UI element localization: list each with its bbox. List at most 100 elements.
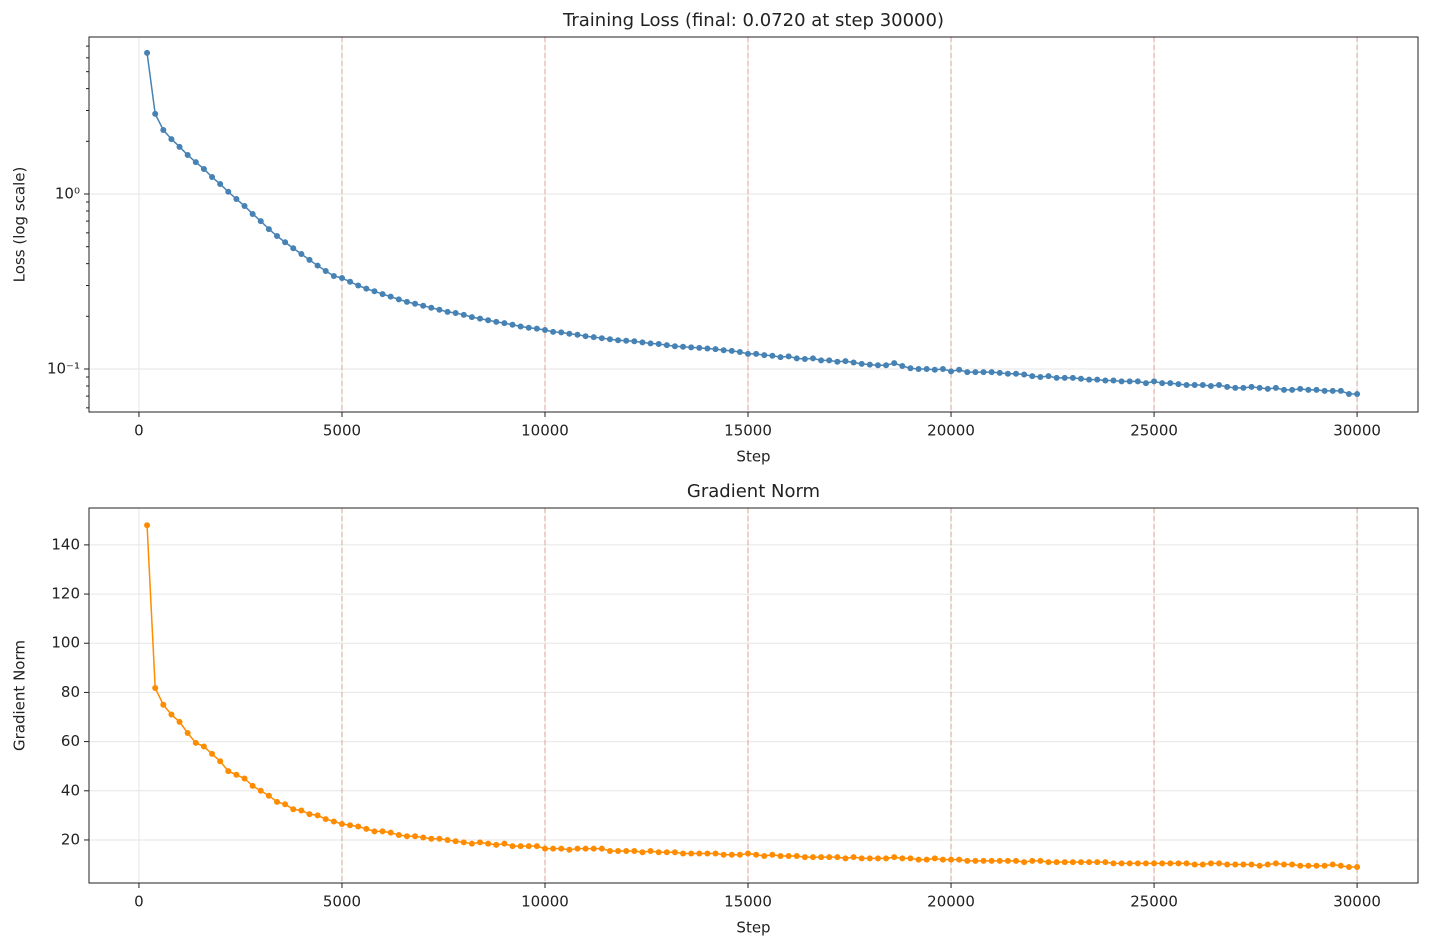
data-point <box>274 233 281 240</box>
data-point <box>1094 859 1101 866</box>
data-point <box>1142 380 1149 387</box>
data-point <box>493 318 500 325</box>
data-point <box>736 851 743 858</box>
data-point <box>1337 862 1344 869</box>
data-point <box>200 165 207 172</box>
data-point <box>550 328 557 335</box>
data-point <box>1167 380 1174 387</box>
data-point <box>1248 861 1255 868</box>
data-point <box>403 833 410 840</box>
data-point <box>972 857 979 864</box>
data-point <box>493 841 500 848</box>
data-point <box>355 823 362 830</box>
data-point <box>558 845 565 852</box>
data-point <box>168 711 175 718</box>
data-point <box>1175 860 1182 867</box>
x-tick-label: 30000 <box>1333 422 1381 440</box>
data-point <box>923 366 930 373</box>
data-point <box>574 845 581 852</box>
data-point <box>1256 384 1263 391</box>
data-point <box>533 843 540 850</box>
data-point <box>1102 377 1109 384</box>
data-point <box>1013 857 1020 864</box>
data-point <box>428 304 435 311</box>
data-point <box>412 300 419 307</box>
data-point <box>834 358 841 365</box>
y-tick-label: 60 <box>61 732 80 750</box>
data-point <box>1199 382 1206 389</box>
data-point <box>582 845 589 852</box>
data-point <box>444 308 451 315</box>
x-tick-label: 5000 <box>323 893 361 911</box>
data-point <box>192 739 199 746</box>
data-point <box>923 856 930 863</box>
data-point <box>728 347 735 354</box>
data-point <box>1142 860 1149 867</box>
data-point <box>1289 386 1296 393</box>
data-point <box>363 825 370 832</box>
data-point <box>899 855 906 862</box>
data-point <box>1183 860 1190 867</box>
data-point <box>249 210 256 217</box>
plot-frame <box>88 507 1419 884</box>
data-point <box>858 855 865 862</box>
data-point <box>1151 378 1158 385</box>
data-point <box>639 849 646 856</box>
data-point <box>1045 373 1052 380</box>
data-point <box>745 850 752 857</box>
data-point <box>858 360 865 367</box>
data-point <box>217 181 224 188</box>
data-point <box>209 174 216 181</box>
data-point <box>574 331 581 338</box>
data-point <box>1329 861 1336 868</box>
data-point <box>241 202 248 209</box>
data-point <box>972 369 979 376</box>
data-point <box>606 848 613 855</box>
data-point <box>761 852 768 859</box>
data-point <box>282 801 289 808</box>
x-axis-label: Step <box>736 448 770 466</box>
data-point <box>233 771 240 778</box>
x-tick-label: 25000 <box>1130 422 1178 440</box>
chart-title: Gradient Norm <box>687 481 820 502</box>
data-point <box>996 857 1003 864</box>
data-point <box>1321 387 1328 394</box>
data-point <box>769 851 776 858</box>
data-point <box>598 335 605 342</box>
data-point <box>956 856 963 863</box>
data-point <box>956 366 963 373</box>
data-point <box>200 743 207 750</box>
data-point <box>582 333 589 340</box>
data-point <box>1248 383 1255 390</box>
data-point <box>704 850 711 857</box>
data-point <box>915 856 922 863</box>
data-point <box>615 848 622 855</box>
data-point <box>623 337 630 344</box>
data-point <box>842 855 849 862</box>
data-point <box>939 856 946 863</box>
data-point <box>477 315 484 322</box>
data-point <box>834 854 841 861</box>
data-point <box>850 854 857 861</box>
data-point <box>1272 384 1279 391</box>
data-point <box>1305 862 1312 869</box>
x-tick-label: 30000 <box>1333 893 1381 911</box>
data-point <box>558 329 565 336</box>
data-point <box>533 325 540 332</box>
data-point <box>753 851 760 858</box>
x-tick-label: 15000 <box>724 893 772 911</box>
y-tick-label: 40 <box>61 781 80 799</box>
data-point <box>1321 862 1328 869</box>
data-point <box>1118 378 1125 385</box>
data-point <box>907 855 914 862</box>
data-point <box>257 787 264 794</box>
data-point <box>412 833 419 840</box>
data-point <box>1313 386 1320 393</box>
data-point <box>1224 861 1231 868</box>
data-point <box>1345 390 1352 397</box>
data-point <box>671 849 678 856</box>
data-point <box>241 775 248 782</box>
data-point <box>801 356 808 363</box>
y-tick-label: 80 <box>61 683 80 701</box>
